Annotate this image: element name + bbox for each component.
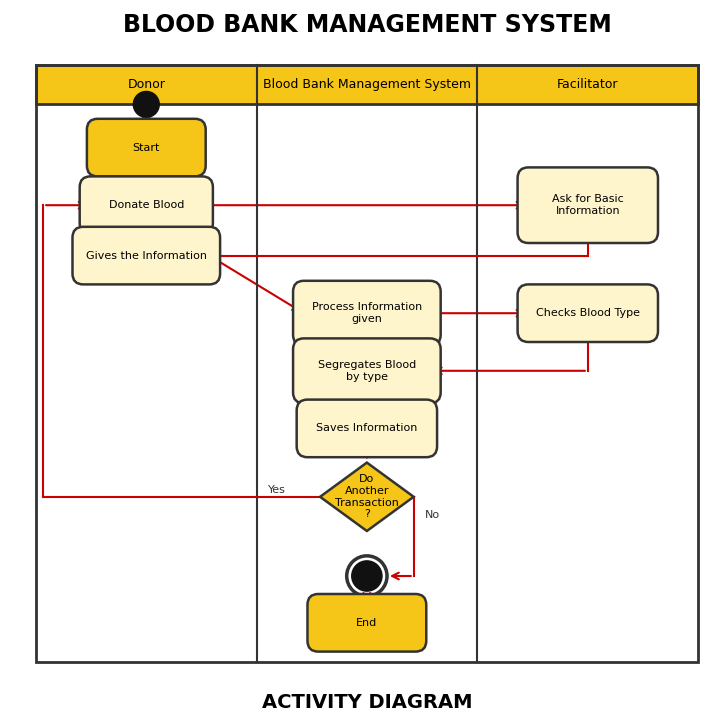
Text: Start: Start — [132, 143, 160, 153]
Text: Donate Blood: Donate Blood — [109, 200, 184, 210]
Text: BLOOD BANK MANAGEMENT SYSTEM: BLOOD BANK MANAGEMENT SYSTEM — [123, 13, 611, 37]
Text: Yes: Yes — [268, 485, 286, 495]
Text: Saves Information: Saves Information — [316, 423, 418, 433]
FancyBboxPatch shape — [87, 119, 206, 176]
Polygon shape — [320, 463, 414, 531]
FancyBboxPatch shape — [518, 284, 658, 342]
FancyBboxPatch shape — [293, 338, 441, 403]
Text: Process Information
given: Process Information given — [312, 302, 422, 324]
Text: Gives the Information: Gives the Information — [86, 251, 207, 261]
FancyBboxPatch shape — [80, 176, 213, 234]
FancyBboxPatch shape — [307, 594, 426, 652]
Text: Segregates Blood
by type: Segregates Blood by type — [318, 360, 416, 382]
Text: Checks Blood Type: Checks Blood Type — [536, 308, 640, 318]
Text: Ask for Basic
Information: Ask for Basic Information — [552, 194, 624, 216]
Text: Facilitator: Facilitator — [557, 78, 618, 91]
Circle shape — [352, 561, 382, 591]
Text: Donor: Donor — [127, 78, 165, 91]
FancyBboxPatch shape — [73, 227, 220, 284]
FancyBboxPatch shape — [297, 400, 437, 457]
Text: ACTIVITY DIAGRAM: ACTIVITY DIAGRAM — [262, 693, 472, 711]
Text: End: End — [356, 618, 377, 628]
FancyBboxPatch shape — [518, 168, 658, 243]
Text: No: No — [425, 510, 440, 520]
FancyBboxPatch shape — [36, 65, 698, 104]
Text: Do
Another
Transaction
?: Do Another Transaction ? — [335, 474, 399, 519]
FancyBboxPatch shape — [293, 281, 441, 346]
Text: Blood Bank Management System: Blood Bank Management System — [263, 78, 471, 91]
Circle shape — [133, 91, 159, 117]
